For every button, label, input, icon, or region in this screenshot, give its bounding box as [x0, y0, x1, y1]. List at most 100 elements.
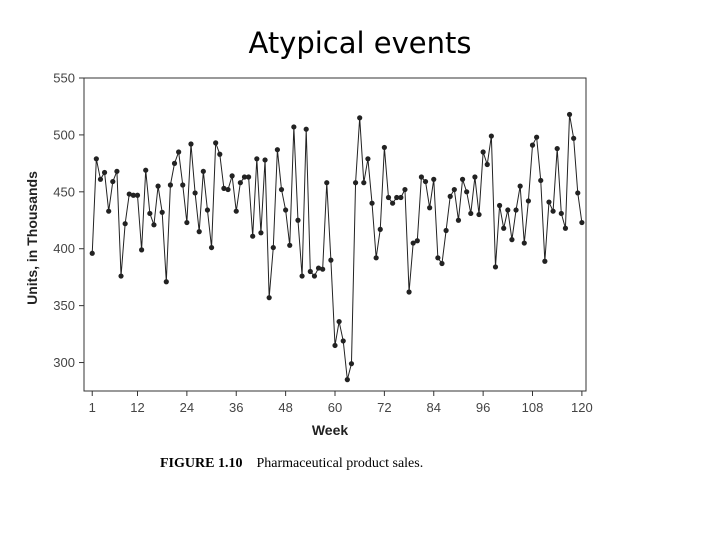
data-point	[184, 219, 190, 226]
data-point	[459, 176, 466, 182]
data-point	[534, 134, 540, 140]
data-point	[122, 221, 128, 227]
data-point	[361, 180, 367, 186]
y-tick-label: 450	[53, 184, 75, 199]
data-point	[118, 273, 124, 279]
data-point	[447, 193, 453, 199]
x-tick-label: 12	[130, 400, 144, 415]
data-point	[554, 145, 560, 152]
data-point	[468, 210, 474, 217]
x-tick-label: 108	[522, 400, 544, 415]
data-point	[237, 180, 243, 186]
data-point	[352, 180, 359, 186]
data-point	[213, 140, 219, 146]
data-point	[307, 268, 313, 275]
data-point	[365, 156, 371, 162]
data-point	[139, 247, 145, 253]
data-point	[410, 240, 416, 246]
data-point	[492, 264, 499, 270]
data-point	[159, 209, 165, 215]
data-point	[517, 183, 523, 189]
x-tick-label: 1	[89, 400, 96, 415]
data-point	[562, 225, 569, 231]
data-point	[332, 342, 338, 349]
data-point	[200, 168, 206, 174]
data-point	[480, 149, 486, 155]
y-tick-label: 500	[53, 127, 75, 142]
data-point	[291, 124, 297, 130]
data-point	[180, 182, 186, 188]
data-point	[262, 157, 268, 163]
data-point	[258, 230, 264, 236]
data-point	[221, 185, 227, 191]
data-point	[176, 149, 182, 155]
data-point	[344, 377, 350, 383]
data-point	[278, 186, 285, 193]
data-point	[488, 133, 494, 139]
data-point	[134, 192, 141, 198]
data-point	[505, 207, 511, 213]
data-point	[233, 208, 239, 214]
data-point	[377, 226, 383, 232]
data-point	[204, 207, 211, 213]
data-point	[311, 273, 318, 279]
data-point	[348, 361, 355, 367]
data-point	[320, 266, 326, 272]
data-points	[89, 111, 585, 383]
data-point	[542, 258, 548, 264]
data-point	[270, 244, 276, 251]
x-tick-label: 48	[278, 400, 292, 415]
data-point	[192, 190, 198, 196]
data-point	[114, 168, 120, 174]
data-point	[538, 177, 544, 184]
data-point	[245, 174, 252, 180]
data-point	[575, 190, 581, 196]
data-point	[93, 156, 99, 162]
data-point	[529, 142, 536, 148]
slide-title: Atypical events	[248, 26, 472, 60]
data-point	[496, 202, 503, 209]
data-point	[443, 227, 449, 234]
data-point	[143, 167, 149, 173]
x-tick-label: 96	[476, 400, 490, 415]
data-point	[418, 174, 425, 180]
data-point	[402, 186, 408, 193]
data-point	[324, 180, 330, 186]
data-point	[130, 192, 136, 198]
figure-number: FIGURE 1.10	[160, 456, 243, 471]
data-point	[451, 186, 457, 193]
data-point	[340, 338, 346, 344]
data-point	[336, 318, 342, 325]
data-point	[369, 200, 375, 206]
data-point	[295, 217, 301, 223]
data-point	[427, 205, 433, 211]
data-point	[501, 225, 507, 231]
data-point	[435, 255, 441, 261]
data-point	[571, 135, 577, 141]
data-point	[171, 160, 178, 166]
series-line	[91, 114, 583, 380]
data-point	[151, 222, 157, 228]
data-point	[422, 178, 429, 185]
data-point	[266, 295, 272, 301]
data-point	[101, 169, 108, 176]
data-point	[513, 207, 519, 213]
data-point	[525, 198, 531, 204]
data-point	[509, 237, 515, 243]
x-tick-label: 24	[180, 400, 194, 415]
data-point	[550, 208, 556, 214]
data-point	[89, 250, 95, 256]
data-point	[521, 240, 527, 246]
data-point	[439, 260, 445, 267]
data-point	[566, 111, 573, 118]
data-point	[431, 176, 437, 182]
data-point	[250, 233, 256, 239]
data-point	[394, 194, 400, 201]
data-point	[287, 242, 293, 248]
data-point	[472, 174, 478, 180]
data-point	[476, 211, 482, 218]
data-point	[217, 151, 223, 157]
data-point	[106, 208, 112, 214]
data-point	[110, 178, 116, 185]
